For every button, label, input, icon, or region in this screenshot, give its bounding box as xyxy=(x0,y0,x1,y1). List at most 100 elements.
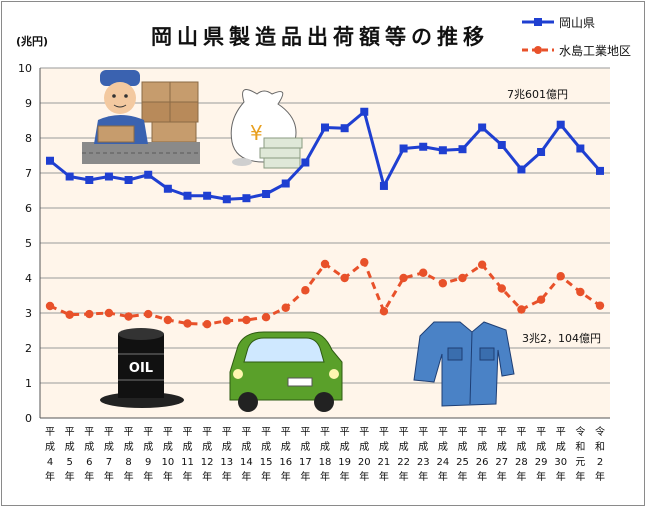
x-tick-label: 令和 2 年 xyxy=(595,425,605,483)
oil-label: OIL xyxy=(129,361,153,376)
data-point xyxy=(517,305,526,314)
y-tick-label: 4 xyxy=(25,272,32,285)
x-tick-char: 平 xyxy=(556,427,566,438)
x-tick-char: 年 xyxy=(241,470,251,483)
x-tick-char: 年 xyxy=(340,470,350,483)
x-tick-char: 平 xyxy=(104,427,114,438)
x-tick-char: 年 xyxy=(281,470,291,483)
x-tick-char: 年 xyxy=(556,470,566,483)
x-tick-char: 成 xyxy=(65,441,75,453)
legend-marker-okayama xyxy=(534,18,542,26)
x-tick-char: 成 xyxy=(183,441,193,453)
x-tick-char: 28 xyxy=(515,457,528,468)
x-tick-char: 成 xyxy=(458,441,468,453)
oil-barrel-icon: OIL xyxy=(100,328,184,408)
x-tick-char: 平 xyxy=(261,427,271,438)
x-tick-char: 年 xyxy=(595,470,605,483)
x-tick-char: 平 xyxy=(202,427,212,438)
x-tick-label: 平成 22 年 xyxy=(397,427,410,483)
data-point xyxy=(595,301,605,310)
x-tick-char: 年 xyxy=(45,470,55,483)
x-tick-char: 平 xyxy=(84,427,94,438)
data-point xyxy=(65,172,74,181)
x-tick-label: 平成 7 年 xyxy=(104,427,114,483)
x-tick-char: 13 xyxy=(220,457,233,468)
x-tick-char: 年 xyxy=(359,470,369,483)
x-tick-char: 成 xyxy=(163,441,173,453)
x-tick-char: 平 xyxy=(418,427,428,438)
x-tick-char: 成 xyxy=(497,441,507,453)
money-bag-icon: ¥ xyxy=(230,89,303,169)
x-tick-char: 年 xyxy=(84,470,94,483)
x-tick-char: 9 xyxy=(145,457,151,468)
x-tick-char: 成 xyxy=(84,441,94,453)
x-tick-char: 平 xyxy=(399,427,409,438)
x-tick-char: 成 xyxy=(300,441,310,453)
x-tick-char: 成 xyxy=(143,441,153,453)
data-point xyxy=(281,179,290,188)
x-tick-label: 平成 8 年 xyxy=(124,427,134,483)
x-tick-char: 年 xyxy=(418,470,428,483)
legend-label-okayama: 岡山県 xyxy=(559,16,595,30)
y-tick-label: 6 xyxy=(25,202,32,215)
data-point xyxy=(144,309,153,319)
x-tick-char: 15 xyxy=(260,457,273,468)
x-tick-char: 平 xyxy=(458,427,468,438)
y-tick-label: 1 xyxy=(25,377,32,390)
data-point xyxy=(261,313,271,322)
data-point xyxy=(262,190,271,198)
data-point xyxy=(497,141,506,149)
x-tick-char: 平 xyxy=(379,427,389,438)
x-tick-label: 平成 16 年 xyxy=(279,427,292,483)
x-tick-char: 平 xyxy=(281,427,291,438)
data-point xyxy=(163,315,173,325)
x-tick-char: 平 xyxy=(163,427,173,438)
x-tick-char: 和 xyxy=(595,441,605,453)
x-tick-label: 平成 19 年 xyxy=(338,427,351,483)
x-tick-char: 平 xyxy=(320,427,330,438)
data-point xyxy=(379,307,389,316)
data-point xyxy=(360,258,369,267)
x-tick-char: 年 xyxy=(202,470,212,483)
x-tick-char: 和 xyxy=(575,441,585,453)
data-point xyxy=(202,320,212,329)
data-point xyxy=(497,284,506,293)
x-tick-char: 成 xyxy=(340,441,350,453)
x-tick-char: 年 xyxy=(575,470,585,483)
data-point xyxy=(399,144,408,153)
x-tick-char: 成 xyxy=(477,441,487,453)
data-point xyxy=(536,295,546,304)
data-point xyxy=(104,172,113,181)
x-tick-char: 21 xyxy=(378,457,391,468)
x-tick-label: 平成 23 年 xyxy=(417,427,430,483)
y-tick-label: 0 xyxy=(25,412,32,425)
x-tick-char: 年 xyxy=(143,470,153,483)
x-tick-label: 平成 25 年 xyxy=(456,427,469,483)
y-tick-label: 3 xyxy=(25,307,32,320)
data-point xyxy=(399,273,408,283)
x-tick-label: 平成 5 年 xyxy=(65,427,75,483)
x-tick-char: 年 xyxy=(379,470,389,483)
x-tick-char: 平 xyxy=(300,427,310,438)
data-point xyxy=(320,259,330,269)
y-tick-label: 5 xyxy=(25,237,32,250)
data-point xyxy=(556,120,565,129)
data-point xyxy=(104,308,114,318)
x-tick-char: 8 xyxy=(125,457,131,468)
x-tick-char: 元 xyxy=(575,457,585,468)
data-point xyxy=(45,301,55,311)
data-point xyxy=(537,148,546,156)
x-tick-label: 平成 12 年 xyxy=(201,427,214,483)
data-point xyxy=(242,315,251,325)
y-tick-label: 9 xyxy=(25,97,32,110)
data-point xyxy=(163,184,172,193)
data-point xyxy=(85,176,94,184)
x-tick-label: 平成 28 年 xyxy=(515,427,528,483)
data-point xyxy=(183,191,192,200)
x-tick-char: 年 xyxy=(516,470,526,483)
x-tick-char: 29 xyxy=(535,457,548,468)
x-tick-char: 年 xyxy=(124,470,134,483)
x-tick-char: 平 xyxy=(124,427,134,438)
